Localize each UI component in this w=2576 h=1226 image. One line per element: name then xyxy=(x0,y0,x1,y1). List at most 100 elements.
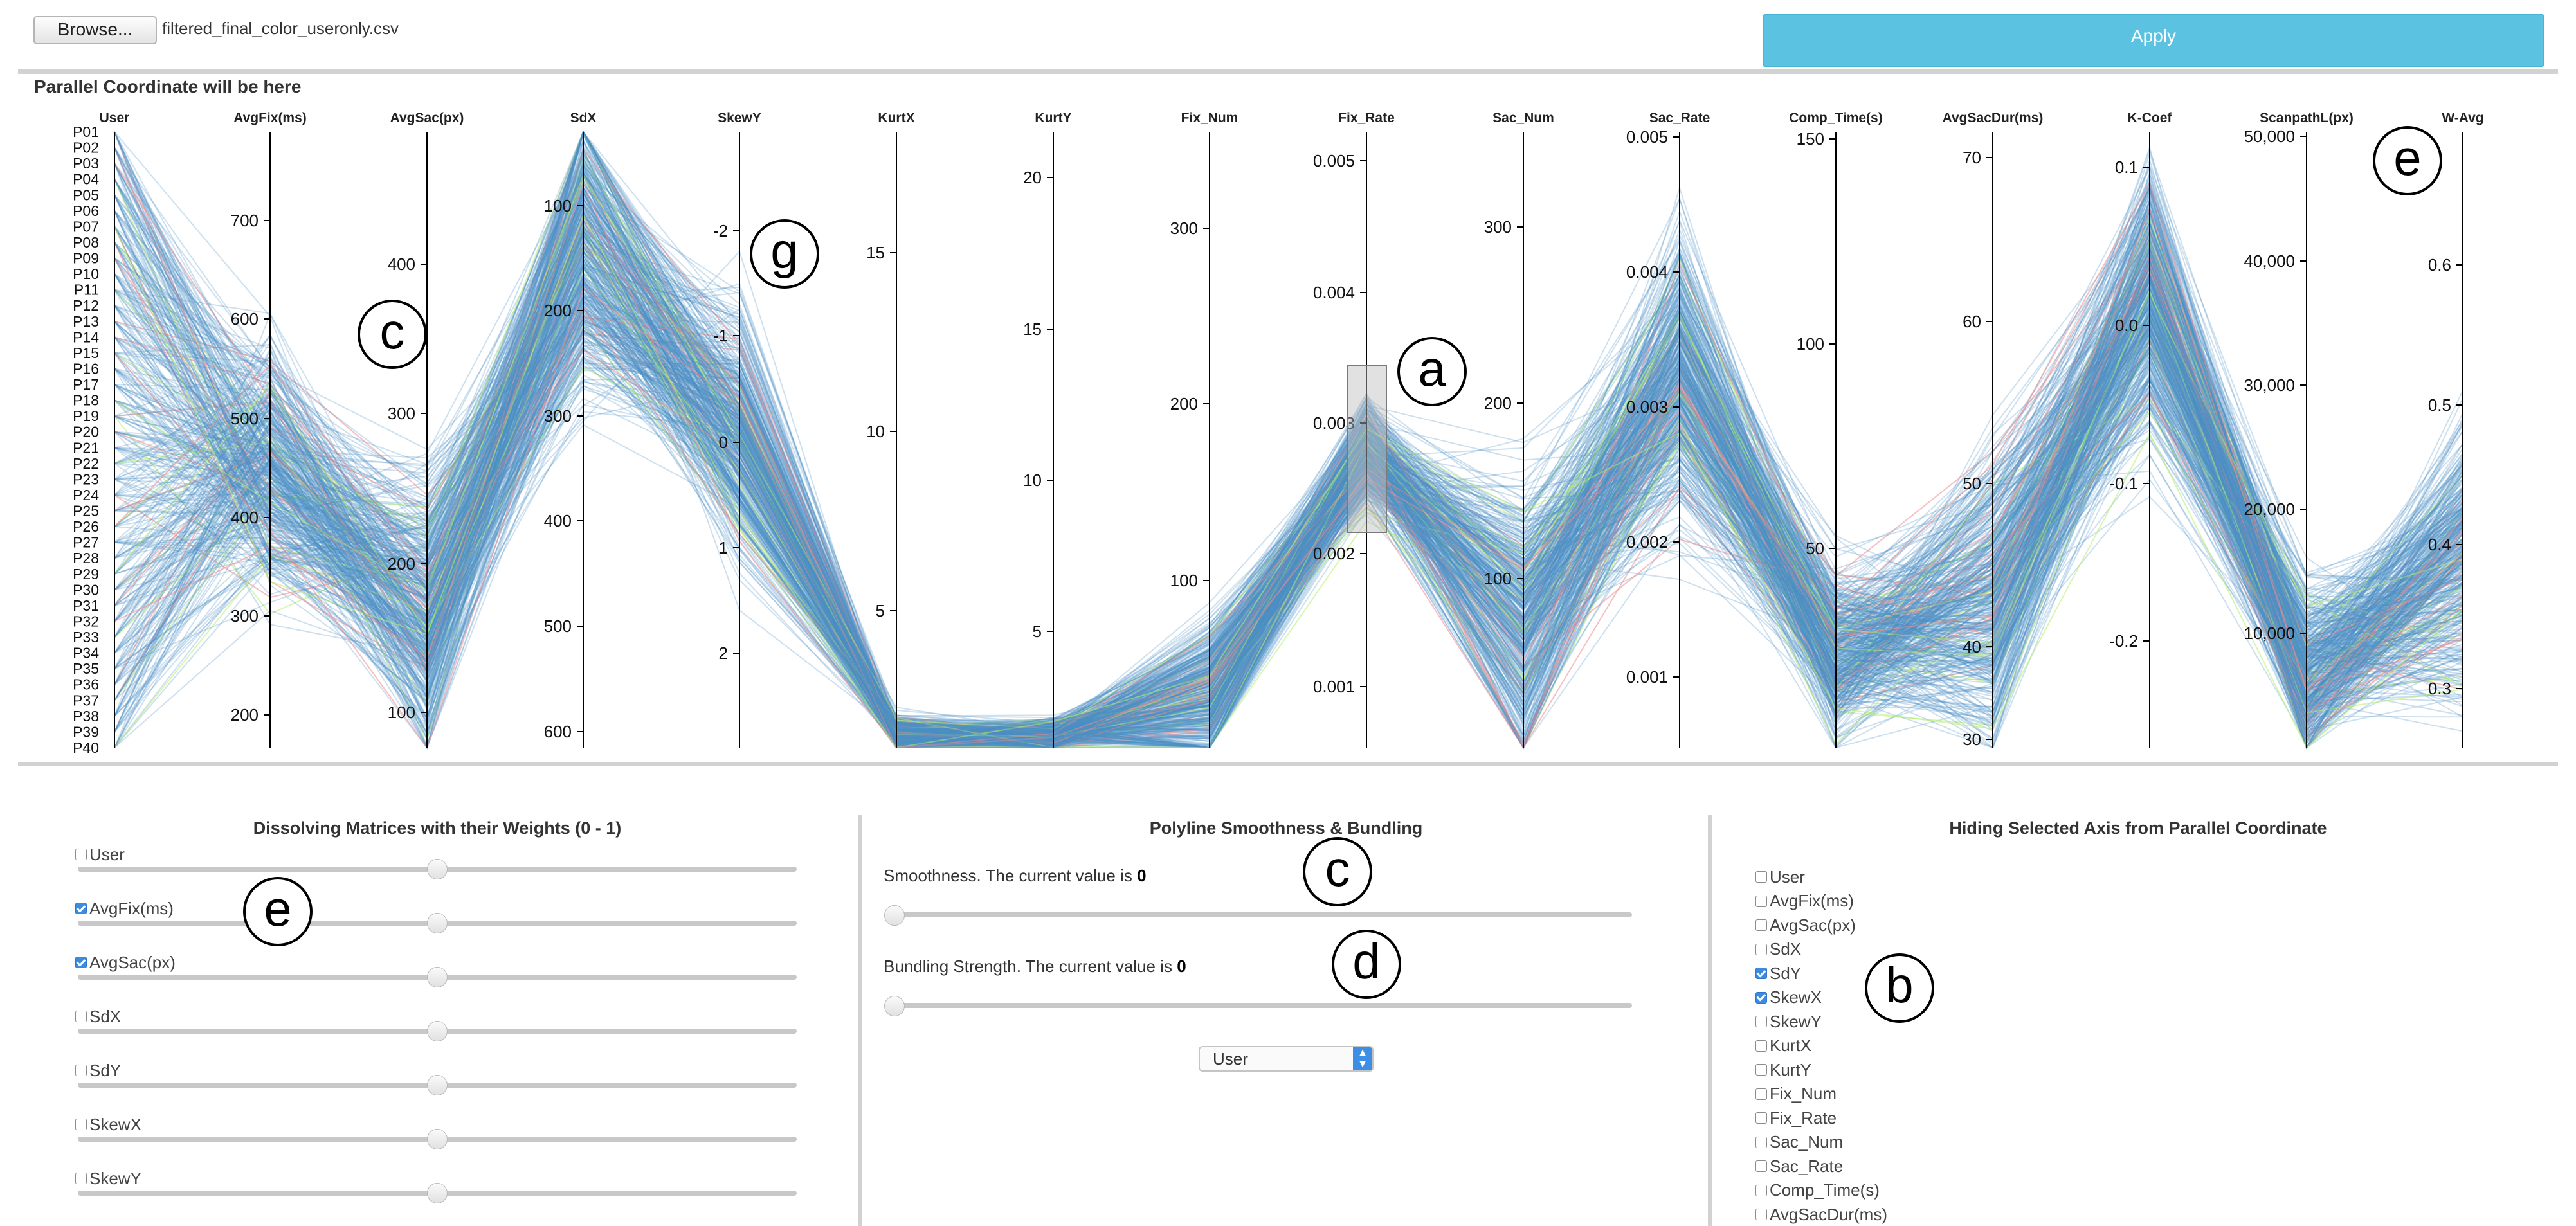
fix-rate-brush[interactable] xyxy=(1347,365,1387,533)
hide-axis-checkbox-avgfix-ms[interactable] xyxy=(1755,895,1767,907)
polyline xyxy=(114,149,2463,737)
hide-axis-checkbox-skewx[interactable] xyxy=(1755,991,1767,1004)
hide-axis-checkbox-fix-num[interactable] xyxy=(1755,1088,1767,1100)
axis-tick-fix-rate: 0.004 xyxy=(1313,283,1355,302)
axis-title-skewy[interactable]: SkewY xyxy=(718,111,761,125)
smoothness-slider-track[interactable] xyxy=(886,912,1632,917)
dissolve-item-sdy[interactable]: SdY xyxy=(75,1059,121,1081)
hide-axis-item-user[interactable]: User xyxy=(1755,866,1805,888)
axis-tick-sac-num: 300 xyxy=(1484,217,1512,237)
axis-title-fix-num[interactable]: Fix_Num xyxy=(1181,111,1238,125)
hide-axis-checkbox-kurtx[interactable] xyxy=(1755,1040,1767,1052)
dissolve-checkbox-sdy[interactable] xyxy=(75,1065,87,1076)
axis-title-k-coef[interactable]: K-Coef xyxy=(2128,111,2173,125)
hide-axis-checkbox-comp-time-s[interactable] xyxy=(1755,1184,1767,1196)
polyline xyxy=(114,290,2463,734)
axis-tick-avgsacdur-ms: 50 xyxy=(1963,474,1981,493)
apply-button[interactable]: Apply xyxy=(1763,14,2544,67)
weight-slider-thumb[interactable] xyxy=(427,859,448,879)
polyline xyxy=(114,179,2463,725)
hide-axis-item-kurtx[interactable]: KurtX xyxy=(1755,1035,1811,1057)
hide-axis-checkbox-sac-num[interactable] xyxy=(1755,1136,1767,1148)
dissolve-item-avgsac-px[interactable]: AvgSac(px) xyxy=(75,951,176,973)
dissolve-checkbox-user[interactable] xyxy=(75,849,87,860)
hide-axis-item-fix-num[interactable]: Fix_Num xyxy=(1755,1083,1837,1105)
dissolve-checkbox-skewy[interactable] xyxy=(75,1173,87,1184)
polyline xyxy=(114,130,2463,746)
weight-slider-thumb[interactable] xyxy=(427,1021,448,1041)
hide-axis-item-skewy[interactable]: SkewY xyxy=(1755,1011,1822,1032)
hide-axis-checkbox-sdy[interactable] xyxy=(1755,968,1767,979)
axis-title-avgsacdur-ms[interactable]: AvgSacDur(ms) xyxy=(1943,111,2044,125)
smoothness-slider-thumb[interactable] xyxy=(884,905,905,926)
hide-axis-item-avgsac-px[interactable]: AvgSac(px) xyxy=(1755,914,1856,936)
polyline xyxy=(114,311,2463,745)
hide-axis-item-sac-num[interactable]: Sac_Num xyxy=(1755,1131,1843,1153)
panel-separator-left xyxy=(858,815,862,1226)
browse-button[interactable]: Browse... xyxy=(33,16,157,44)
polyline xyxy=(114,291,2463,741)
hide-axis-checkbox-avgsac-px[interactable] xyxy=(1755,919,1767,931)
dissolve-checkbox-skewx[interactable] xyxy=(75,1119,87,1130)
hide-axis-item-sdx[interactable]: SdX xyxy=(1755,939,1801,960)
hide-axis-item-fix-rate[interactable]: Fix_Rate xyxy=(1755,1107,1837,1129)
axis-tick-user: P11 xyxy=(74,282,99,298)
polyline xyxy=(114,198,2463,737)
axes-layer: UserP01P02P03P04P05P06P07P08P09P10P11P12… xyxy=(73,111,2484,756)
polyline xyxy=(114,210,2463,750)
axis-tick-user: P12 xyxy=(73,297,99,314)
axis-title-kurty[interactable]: KurtY xyxy=(1035,111,1071,125)
dissolve-checkbox-sdx[interactable] xyxy=(75,1011,87,1022)
hide-axis-item-avgfix-ms[interactable]: AvgFix(ms) xyxy=(1755,890,1854,912)
hide-axis-label: AvgSac(px) xyxy=(1770,915,1856,935)
polyline xyxy=(114,149,2463,740)
hide-axis-checkbox-kurty[interactable] xyxy=(1755,1064,1767,1076)
axis-title-w-avg[interactable]: W-Avg xyxy=(2442,111,2483,125)
polyline xyxy=(114,268,2463,749)
axis-select[interactable]: User ▲ ▼ xyxy=(1199,1046,1374,1072)
dissolve-item-sdx[interactable]: SdX xyxy=(75,1005,121,1027)
axis-title-avgsac-px[interactable]: AvgSac(px) xyxy=(390,111,464,125)
axis-title-avgfix-ms[interactable]: AvgFix(ms) xyxy=(233,111,307,125)
hide-axis-checkbox-avgsacdur-ms[interactable] xyxy=(1755,1209,1767,1220)
polyline xyxy=(114,173,2463,744)
parallel-coordinate-plot[interactable]: UserP01P02P03P04P05P06P07P08P09P10P11P12… xyxy=(0,0,2576,765)
axis-title-sdx[interactable]: SdX xyxy=(570,111,597,125)
axis-title-user[interactable]: User xyxy=(100,111,130,125)
dissolve-item-user[interactable]: User xyxy=(75,843,125,865)
axis-title-sac-num[interactable]: Sac_Num xyxy=(1492,111,1554,125)
axis-title-kurtx[interactable]: KurtX xyxy=(878,111,914,125)
hide-axis-item-comp-time-s[interactable]: Comp_Time(s) xyxy=(1755,1180,1880,1202)
axis-title-comp-time-s[interactable]: Comp_Time(s) xyxy=(1789,111,1882,125)
polyline xyxy=(114,287,2463,746)
polyline xyxy=(114,193,2463,743)
axis-tick-user: P32 xyxy=(73,613,99,629)
bundling-slider-track[interactable] xyxy=(886,1003,1632,1008)
axis-title-sac-rate[interactable]: Sac_Rate xyxy=(1649,111,1710,125)
hide-axis-item-skewx[interactable]: SkewX xyxy=(1755,987,1822,1009)
hide-axis-checkbox-fix-rate[interactable] xyxy=(1755,1112,1767,1124)
dissolve-item-skewy[interactable]: SkewY xyxy=(75,1167,141,1189)
hide-axis-item-sdy[interactable]: SdY xyxy=(1755,962,1801,984)
dissolve-checkbox-avgfix-ms[interactable] xyxy=(75,903,87,914)
bundling-slider-thumb[interactable] xyxy=(884,996,905,1016)
weight-slider-thumb[interactable] xyxy=(427,1183,448,1203)
hide-axis-item-sac-rate[interactable]: Sac_Rate xyxy=(1755,1155,1843,1177)
hide-axis-item-kurty[interactable]: KurtY xyxy=(1755,1059,1811,1081)
weight-slider-thumb[interactable] xyxy=(427,967,448,987)
hide-axis-checkbox-skewy[interactable] xyxy=(1755,1016,1767,1027)
dissolve-checkbox-avgsac-px[interactable] xyxy=(75,957,87,968)
dissolve-item-skewx[interactable]: SkewX xyxy=(75,1113,141,1135)
weight-slider-thumb[interactable] xyxy=(427,1075,448,1095)
polyline xyxy=(114,147,2463,746)
axis-title-fix-rate[interactable]: Fix_Rate xyxy=(1338,111,1395,125)
dissolve-item-avgfix-ms[interactable]: AvgFix(ms) xyxy=(75,897,174,919)
hide-axis-item-avgsacdur-ms[interactable]: AvgSacDur(ms) xyxy=(1755,1203,1887,1225)
weight-slider-thumb[interactable] xyxy=(427,913,448,933)
axis-title-scanpathl-px[interactable]: ScanpathL(px) xyxy=(2260,111,2354,125)
weight-slider-thumb[interactable] xyxy=(427,1129,448,1149)
hide-axis-checkbox-user[interactable] xyxy=(1755,871,1767,883)
hide-axis-checkbox-sdx[interactable] xyxy=(1755,943,1767,955)
hide-axis-checkbox-sac-rate[interactable] xyxy=(1755,1160,1767,1172)
polyline xyxy=(114,213,2463,749)
